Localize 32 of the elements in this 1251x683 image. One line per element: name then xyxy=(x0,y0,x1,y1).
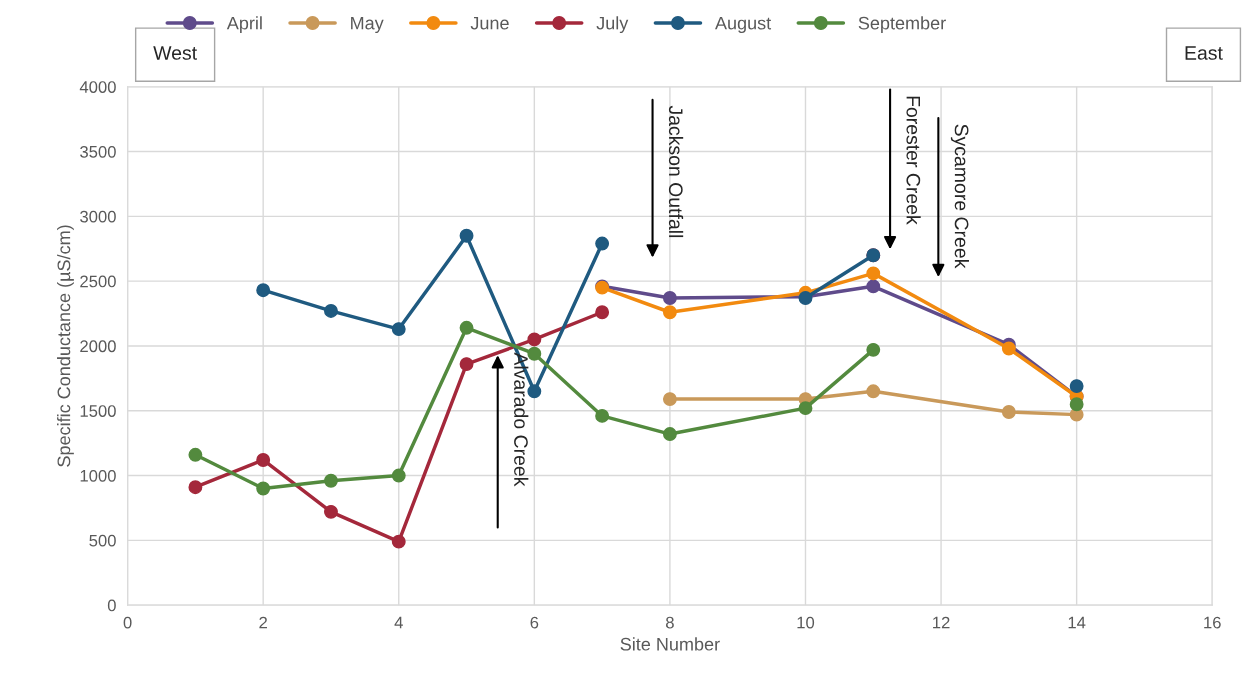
x-tick-label: 2 xyxy=(259,616,267,629)
legend-label: June xyxy=(470,16,509,30)
y-tick-label: 1000 xyxy=(80,469,116,482)
y-tick-label: 3000 xyxy=(80,210,116,223)
x-tick-label: 14 xyxy=(1068,616,1086,629)
text: West xyxy=(153,46,197,60)
annotation: Forester Creek xyxy=(906,96,921,225)
legend-label: September xyxy=(858,16,946,34)
y-tick-label: 4000 xyxy=(79,81,116,93)
x-tick-label: 10 xyxy=(797,616,815,629)
x-tick-label: 12 xyxy=(933,616,950,629)
legend-label: April xyxy=(226,16,262,34)
legend-label: July xyxy=(596,16,629,34)
x-axis-title: Site Number xyxy=(620,637,720,651)
annotation: Sycamore Creek xyxy=(950,124,969,269)
y-tick-label: 2500 xyxy=(80,275,116,288)
annotation: Alvarado Creek xyxy=(514,352,529,487)
y-axis-title: Specific Conductance (µS/cm) xyxy=(57,225,74,467)
legend-label: August xyxy=(715,16,772,34)
y-tick-label: 2000 xyxy=(80,340,116,353)
x-tick-label: 4 xyxy=(394,616,403,629)
x-tick-label: 0 xyxy=(123,616,132,629)
legend-label: May xyxy=(351,16,384,34)
y-tick-label: 3500 xyxy=(80,145,116,158)
y-tick-label: 0 xyxy=(107,599,116,612)
annotation: Jackson Outfall xyxy=(668,105,684,238)
x-tick-label: 16 xyxy=(1204,616,1221,629)
text: East xyxy=(1185,46,1223,60)
y-tick-label: 500 xyxy=(89,534,116,547)
x-tick-label: 6 xyxy=(530,616,539,629)
x-tick-label: 8 xyxy=(666,616,674,629)
y-tick-label: 1500 xyxy=(80,405,116,417)
